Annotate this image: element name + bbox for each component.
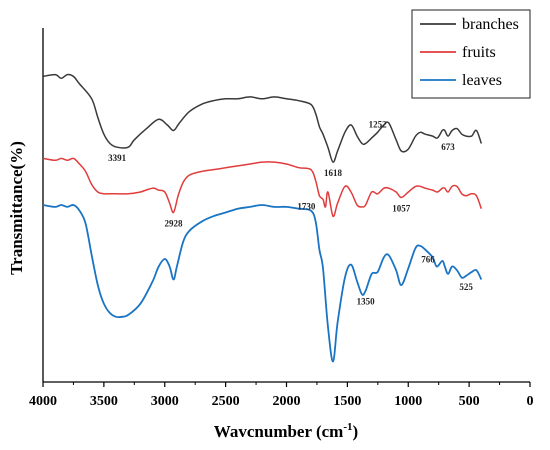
x-tick-label: 2000 — [273, 394, 301, 409]
series-line-leaves — [42, 204, 483, 363]
x-tick-label: 1000 — [394, 394, 422, 409]
series-layer — [42, 73, 483, 363]
y-axis-title: Transmittance(%) — [7, 141, 26, 275]
x-tick-label: 0 — [527, 394, 534, 409]
x-axis-title-superscript: -1 — [343, 421, 352, 433]
legend: branches fruits leaves — [411, 9, 531, 99]
x-tick-label: 3500 — [90, 394, 118, 409]
peak-label: 1252 — [369, 119, 388, 129]
peak-label: 1057 — [392, 204, 411, 214]
x-axis-title-end: ) — [353, 422, 359, 441]
peak-label: 1730 — [297, 202, 316, 212]
x-axis-title: Wavcnumber (cm-1) — [214, 421, 358, 441]
legend-label-branches: branches — [462, 16, 519, 33]
legend-label-fruits: fruits — [462, 44, 496, 61]
peak-label: 3391 — [108, 153, 127, 163]
peak-label: 766 — [421, 254, 435, 264]
series-line-branches — [42, 73, 483, 163]
legend-label-leaves: leaves — [462, 72, 502, 89]
x-tick-label: 3000 — [151, 394, 179, 409]
x-axis-ticks: 4000 3500 3000 2500 2000 1500 1000 500 0 — [29, 382, 534, 409]
peak-label: 1618 — [324, 168, 343, 178]
peak-label: 2928 — [165, 218, 184, 228]
peak-label: 1350 — [357, 297, 376, 307]
peak-label: 525 — [459, 282, 473, 292]
x-tick-label: 500 — [459, 394, 480, 409]
x-tick-label: 2500 — [212, 394, 240, 409]
x-tick-label: 1500 — [333, 394, 361, 409]
peak-label: 673 — [441, 142, 455, 152]
series-line-fruits — [42, 157, 483, 218]
x-axis-title-main: Wavcnumber (cm — [214, 422, 344, 441]
peak-annotations: 3391 1618 1252 673 2928 1730 1057 1350 766 525 — [108, 119, 473, 306]
x-tick-label: 4000 — [29, 394, 57, 409]
